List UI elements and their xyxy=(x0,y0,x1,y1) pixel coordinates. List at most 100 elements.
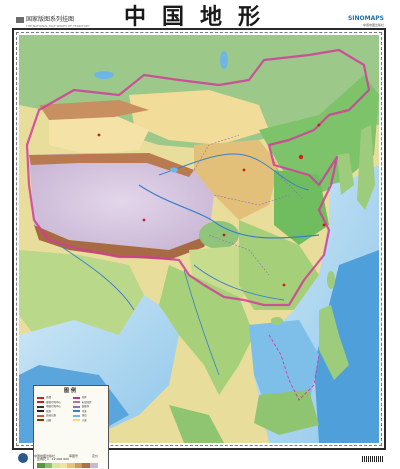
legend-item: 沙漠 xyxy=(72,418,106,422)
provincial-border xyxy=(213,194,290,206)
map-title: 中国地形 xyxy=(123,4,276,30)
borneo-island xyxy=(254,390,319,435)
legend-symbol-icon xyxy=(37,405,44,408)
ramp-swatch xyxy=(97,463,106,468)
city-marker xyxy=(222,233,226,237)
maritime-boundary xyxy=(268,334,320,401)
legend-label: 沙漠 xyxy=(81,418,87,422)
series-logo-icon xyxy=(16,16,24,23)
legend-symbol-icon xyxy=(37,396,44,399)
map-frame: 图例 首都 国界省级行政中心 未定国界地级行政中心 省级界铁路 河流高速公路 湖泊山峰 沙漠… xyxy=(12,28,386,469)
city-marker xyxy=(282,283,286,287)
ramp-swatch xyxy=(67,463,75,468)
capital-city-marker xyxy=(298,154,304,160)
himalaya-range xyxy=(34,225,209,260)
legend-symbol-icon xyxy=(37,401,44,403)
legend-symbol-icon xyxy=(72,405,80,408)
legend-item: 国界 xyxy=(72,396,106,399)
lake-balkhash xyxy=(94,71,114,79)
legend-item: 山峰 xyxy=(37,419,70,422)
legend-title: 图例 xyxy=(63,388,78,394)
provincial-border xyxy=(268,144,305,201)
ramp-swatch xyxy=(74,463,83,468)
legend-item: 地级行政中心 xyxy=(37,405,70,408)
tibetan-plateau xyxy=(29,153,214,250)
legend-symbol-icon xyxy=(72,401,80,403)
ganges-river xyxy=(58,244,135,311)
kunlun-range xyxy=(29,153,194,177)
legend-scale: 比例尺 1 : 12 000 000 xyxy=(37,457,69,461)
legend-item: 高速公路 xyxy=(37,414,70,417)
footer-review: 审图号 xyxy=(69,454,79,458)
elevation-ramp xyxy=(37,463,106,468)
series-subtitle: THE NATIONAL MAP SERIES OF TERRITORY xyxy=(26,24,90,28)
ramp-swatch xyxy=(59,463,68,468)
legend-label: 首都 xyxy=(46,396,52,399)
legend-symbol-icon xyxy=(37,419,44,421)
mekong-river xyxy=(183,269,220,376)
ramp-swatch xyxy=(37,463,45,468)
city-marker xyxy=(317,123,321,127)
lake-qinghai xyxy=(170,167,178,173)
legend-symbol-icon xyxy=(72,419,80,421)
legend-symbol-icon xyxy=(72,414,80,417)
brand-name: SINOMAPS xyxy=(347,15,384,22)
taiwan-island xyxy=(327,271,335,289)
legend-item: 铁路 xyxy=(37,410,70,413)
legend-label: 国界 xyxy=(81,396,87,399)
legend-item: 省级行政中心 xyxy=(37,401,70,404)
series-title: 国家版图系列挂图 xyxy=(26,16,75,23)
legend-item: 未定国界 xyxy=(72,400,106,404)
yellow-river xyxy=(158,153,310,191)
philippine-islands xyxy=(319,305,349,380)
footer-text: 中国地图出版社 审图号 定价 xyxy=(34,454,98,458)
japan-islands xyxy=(357,125,375,210)
legend-label: 高速公路 xyxy=(46,414,57,417)
city-marker xyxy=(142,218,146,222)
city-marker xyxy=(322,223,326,227)
footer-edition: 定价 xyxy=(92,454,99,458)
north-china-plain xyxy=(274,170,329,245)
legend-symbol-icon xyxy=(37,410,44,412)
provincial-border xyxy=(208,234,270,276)
deep-pacific xyxy=(314,250,379,443)
legend-item: 湖泊 xyxy=(72,414,106,417)
legend-label: 山峰 xyxy=(46,418,52,422)
ramp-swatch xyxy=(44,463,53,468)
publisher-brand: SINOMAPS 中国地图出版社 xyxy=(348,15,384,29)
legend-item: 首都 xyxy=(37,396,70,399)
korean-peninsula xyxy=(337,153,354,195)
sichuan-basin xyxy=(199,221,239,249)
legend-item: 省级界 xyxy=(72,405,106,408)
gobi-desert xyxy=(129,90,269,145)
ramp-swatch xyxy=(82,463,90,468)
legend-label: 未定国界 xyxy=(81,400,92,404)
ramp-swatch xyxy=(52,463,60,468)
publisher-seal-icon xyxy=(18,453,28,463)
series-label: 国家版图系列挂图 THE NATIONAL MAP SERIES OF TERR… xyxy=(16,16,90,30)
terrain-map[interactable] xyxy=(19,35,379,443)
national-border xyxy=(25,48,371,307)
legend-symbol-icon xyxy=(72,396,80,399)
tianshan-mountains xyxy=(39,100,149,120)
legend-label: 省级行政中心 xyxy=(46,400,62,404)
sumatra-island xyxy=(169,405,224,443)
ramp-swatch xyxy=(89,463,98,468)
legend-items: 首都 国界省级行政中心 未定国界地级行政中心 省级界铁路 河流高速公路 湖泊山峰 沙漠 xyxy=(37,396,105,422)
legend-label: 河流 xyxy=(81,409,87,413)
pearl-river xyxy=(193,264,285,301)
provincial-border xyxy=(193,134,240,171)
barcode-icon xyxy=(362,456,384,462)
yangtze-river xyxy=(138,184,320,239)
city-marker xyxy=(242,168,246,172)
legend-label: 省级界 xyxy=(81,405,90,408)
legend-symbol-icon xyxy=(72,410,80,412)
map-footer: 中国地图出版社 审图号 定价 xyxy=(12,452,386,466)
legend-label: 湖泊 xyxy=(81,414,87,417)
legend-item: 河流 xyxy=(72,409,106,413)
map-legend: 图例 首都 国界省级行政中心 未定国界地级行政中心 省级界铁路 河流高速公路 湖泊山峰 沙漠… xyxy=(33,385,109,469)
city-marker xyxy=(97,133,101,137)
footer-publisher: 中国地图出版社 xyxy=(34,454,56,458)
brand-subtitle: 中国地图出版社 xyxy=(362,23,384,27)
